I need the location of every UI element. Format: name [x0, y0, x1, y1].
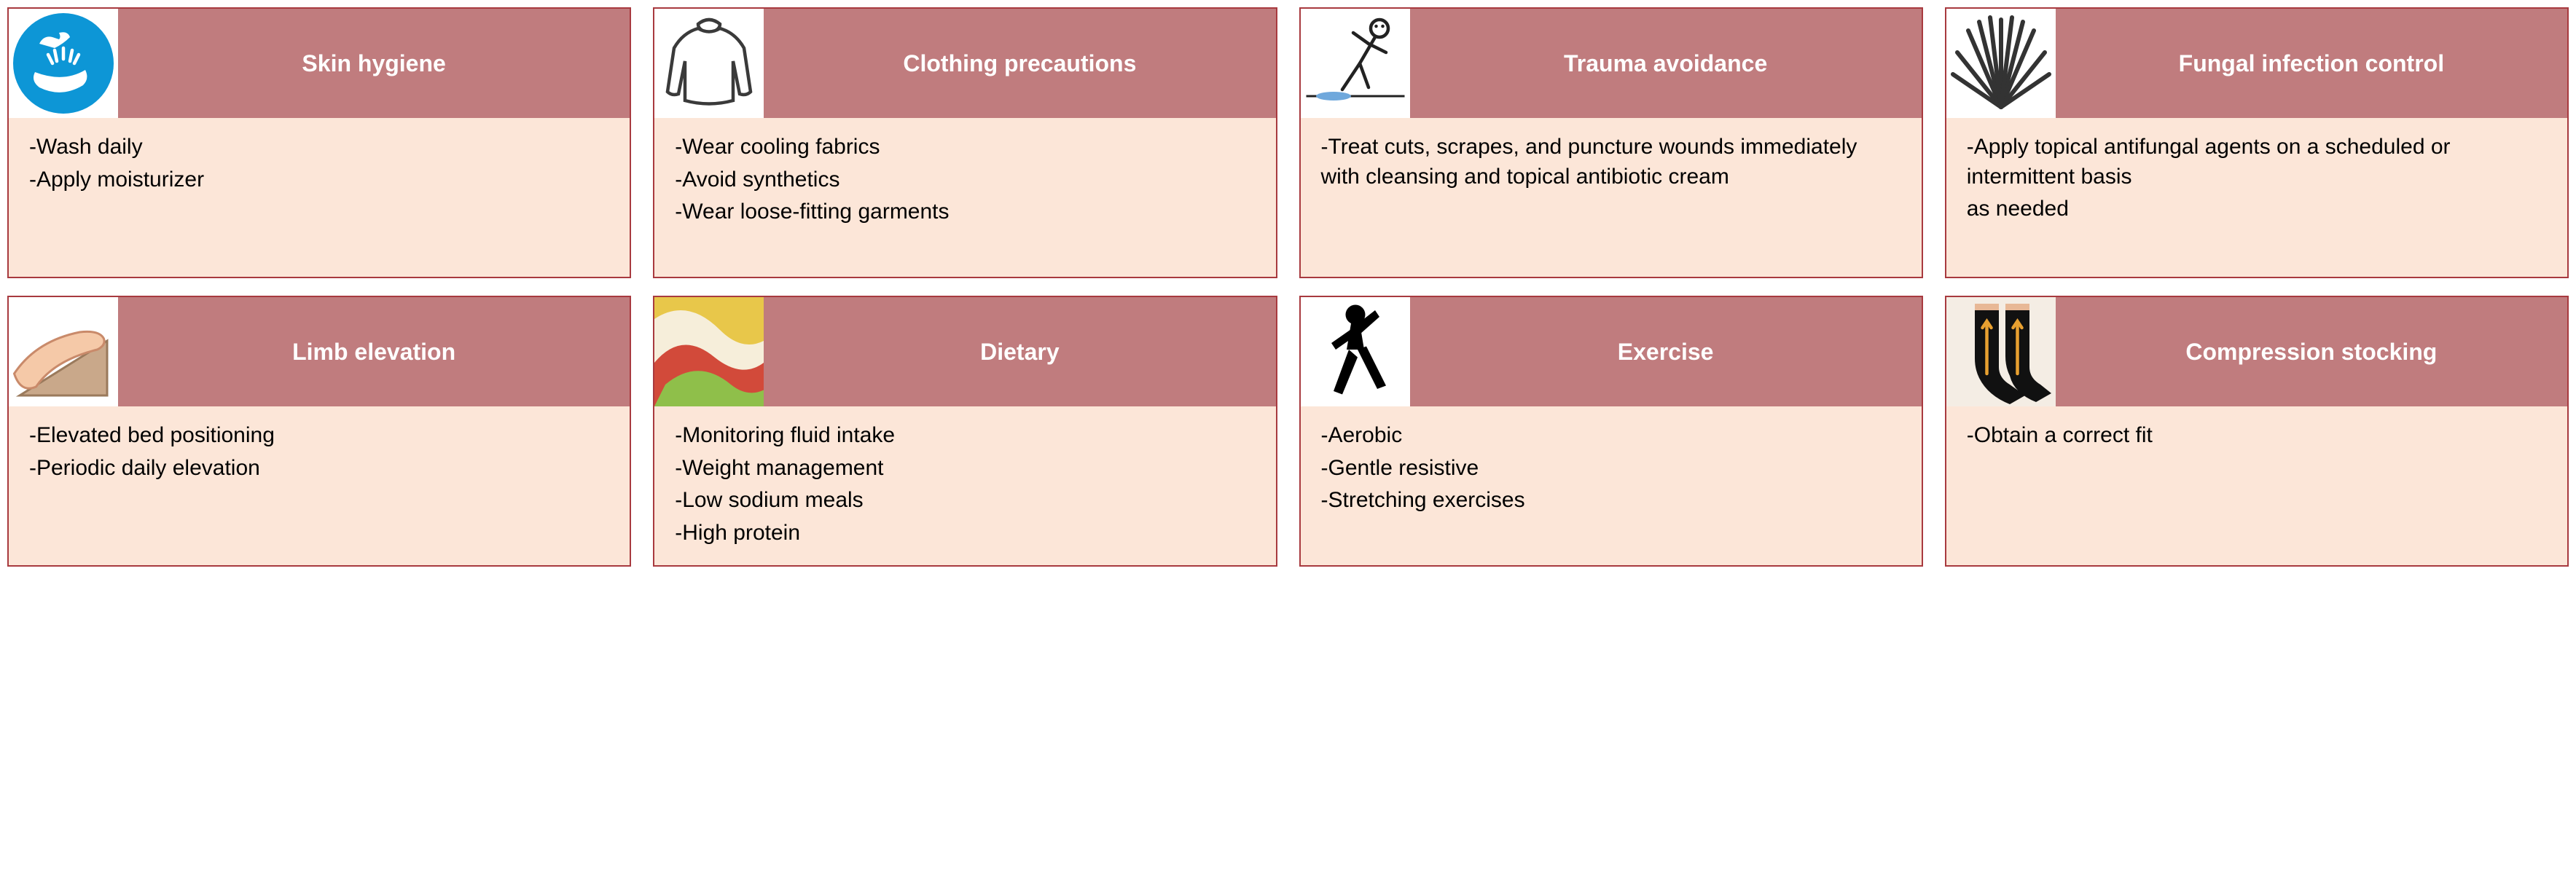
leg-elevation-icon: [9, 297, 118, 406]
list-item: -Stretching exercises: [1321, 486, 1901, 516]
list-item: -High protein: [675, 519, 1255, 548]
card-body: -Monitoring fluid intake -Weight managem…: [654, 406, 1275, 565]
card-title: Dietary: [764, 297, 1275, 406]
list-item: -Monitoring fluid intake: [675, 421, 1255, 451]
list-item: -Wash daily: [29, 133, 609, 162]
exercise-icon: [1301, 297, 1410, 406]
fungal-icon: [1946, 9, 2056, 118]
card-title: Trauma avoidance: [1410, 9, 1922, 118]
card-body: -Apply topical antifungal agents on a sc…: [1946, 118, 2567, 277]
sweater-icon: [654, 9, 764, 118]
list-item: -Weight management: [675, 454, 1255, 484]
card-exercise: Exercise -Aerobic -Gentle resistive -Str…: [1299, 296, 1923, 567]
card-body: -Aerobic -Gentle resistive -Stretching e…: [1301, 406, 1922, 565]
card-body: -Elevated bed positioning -Periodic dail…: [9, 406, 630, 565]
card-fungal: Fungal infection control -Apply topical …: [1945, 7, 2569, 278]
list-item: as needed: [1967, 194, 2547, 224]
card-skin-hygiene: Skin hygiene -Wash daily -Apply moisturi…: [7, 7, 631, 278]
card-title: Clothing precautions: [764, 9, 1275, 118]
food-icon: [654, 297, 764, 406]
card-body: -Obtain a correct fit: [1946, 406, 2567, 565]
card-header: Limb elevation: [9, 297, 630, 406]
card-body: -Wash daily -Apply moisturizer: [9, 118, 630, 277]
card-clothing: Clothing precautions -Wear cooling fabri…: [653, 7, 1277, 278]
list-item: -Periodic daily elevation: [29, 454, 609, 484]
card-header: Fungal infection control: [1946, 9, 2567, 118]
list-item: -Aerobic: [1321, 421, 1901, 451]
list-item: -Wear loose-fitting garments: [675, 197, 1255, 227]
list-item: -Obtain a correct fit: [1967, 421, 2547, 451]
card-body: -Treat cuts, scrapes, and puncture wound…: [1301, 118, 1922, 277]
handwash-icon: [9, 9, 118, 118]
card-limb-elevation: Limb elevation -Elevated bed positioning…: [7, 296, 631, 567]
card-title: Exercise: [1410, 297, 1922, 406]
list-item: -Low sodium meals: [675, 486, 1255, 516]
card-title: Skin hygiene: [118, 9, 630, 118]
list-item: -Gentle resistive: [1321, 454, 1901, 484]
card-header: Skin hygiene: [9, 9, 630, 118]
card-title: Fungal infection control: [2056, 9, 2567, 118]
card-body: -Wear cooling fabrics -Avoid synthetics …: [654, 118, 1275, 277]
stocking-icon: [1946, 297, 2056, 406]
card-dietary: Dietary -Monitoring fluid intake -Weight…: [653, 296, 1277, 567]
card-grid: Skin hygiene -Wash daily -Apply moisturi…: [7, 7, 2569, 567]
card-compression-stocking: Compression stocking -Obtain a correct f…: [1945, 296, 2569, 567]
list-item: -Treat cuts, scrapes, and puncture wound…: [1321, 133, 1901, 192]
list-item: -Avoid synthetics: [675, 165, 1255, 195]
card-trauma: Trauma avoidance -Treat cuts, scrapes, a…: [1299, 7, 1923, 278]
card-header: Dietary: [654, 297, 1275, 406]
card-header: Clothing precautions: [654, 9, 1275, 118]
slip-icon: [1301, 9, 1410, 118]
card-header: Trauma avoidance: [1301, 9, 1922, 118]
list-item: -Apply topical antifungal agents on a sc…: [1967, 133, 2547, 192]
card-title: Compression stocking: [2056, 297, 2567, 406]
card-header: Exercise: [1301, 297, 1922, 406]
list-item: -Apply moisturizer: [29, 165, 609, 195]
card-title: Limb elevation: [118, 297, 630, 406]
list-item: -Elevated bed positioning: [29, 421, 609, 451]
list-item: -Wear cooling fabrics: [675, 133, 1255, 162]
card-header: Compression stocking: [1946, 297, 2567, 406]
